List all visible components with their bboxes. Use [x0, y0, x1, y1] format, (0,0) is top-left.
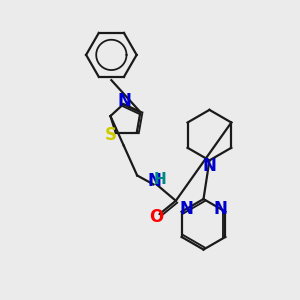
Text: N: N — [118, 92, 132, 110]
Text: N: N — [147, 172, 161, 190]
Text: N: N — [214, 200, 228, 218]
Text: S: S — [104, 126, 116, 144]
Text: N: N — [179, 200, 193, 218]
Text: O: O — [149, 208, 163, 226]
Text: N: N — [202, 157, 216, 175]
Text: H: H — [154, 172, 167, 187]
